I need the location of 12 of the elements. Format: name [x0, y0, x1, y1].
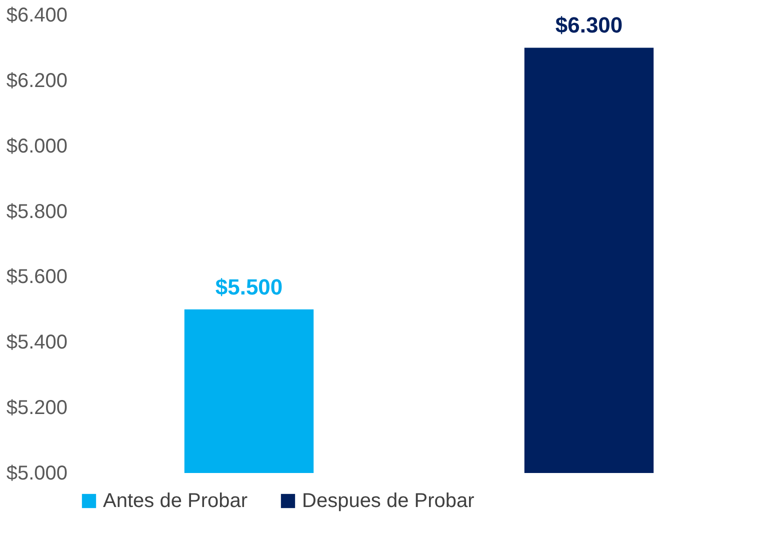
y-tick-label: $6.200 — [6, 70, 68, 92]
y-tick-label: $5.600 — [6, 266, 68, 288]
y-tick-label: $6.000 — [6, 135, 68, 158]
legend-label: Antes de Probar — [103, 490, 248, 512]
data-label: $6.300 — [555, 12, 623, 38]
y-tick-label: $5.200 — [6, 397, 68, 420]
y-tick-label: $5.800 — [6, 200, 68, 223]
data-label: $5.500 — [215, 274, 283, 300]
y-tick-label: $5.400 — [6, 332, 68, 354]
legend-label: Despues de Probar — [302, 490, 475, 512]
y-tick-label: $5.000 — [6, 462, 68, 484]
y-tick-label: $6.400 — [6, 4, 68, 26]
